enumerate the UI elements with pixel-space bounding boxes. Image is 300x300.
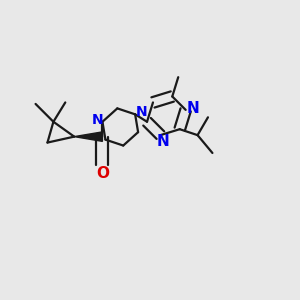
Text: O: O	[96, 166, 109, 181]
Polygon shape	[74, 132, 102, 141]
Text: N: N	[91, 113, 103, 127]
Text: N: N	[136, 105, 148, 119]
Text: N: N	[187, 101, 200, 116]
Text: N: N	[157, 134, 170, 148]
